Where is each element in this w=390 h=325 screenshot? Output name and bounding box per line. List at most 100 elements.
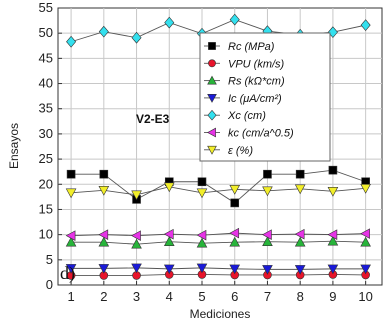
y-tick-label: 25 — [39, 151, 53, 166]
panel-label: d) — [60, 263, 75, 284]
data-point — [98, 236, 110, 247]
data-point — [163, 264, 175, 275]
data-point — [229, 227, 240, 239]
data-point — [327, 264, 339, 275]
y-tick-label: 55 — [39, 0, 53, 15]
data-point — [328, 165, 338, 175]
y-tick-label: 35 — [39, 101, 53, 116]
x-tick-label: 10 — [358, 289, 372, 304]
series-3 — [65, 263, 371, 275]
data-point — [163, 228, 174, 240]
data-point — [262, 265, 273, 275]
x-tick-label: 2 — [100, 289, 107, 304]
y-tick-label: 30 — [39, 126, 53, 141]
data-point — [131, 31, 142, 44]
data-point — [294, 236, 306, 247]
series-1 — [66, 270, 370, 280]
data-point — [229, 13, 240, 26]
data-point — [131, 263, 142, 274]
data-point — [295, 169, 305, 179]
x-tick-label: 3 — [133, 289, 140, 304]
series-line — [71, 273, 366, 276]
data-point — [98, 229, 109, 240]
series-line — [71, 186, 366, 196]
y-tick-label: 45 — [39, 50, 53, 65]
data-point — [360, 19, 371, 31]
data-point — [131, 230, 141, 241]
data-point — [197, 177, 207, 187]
legend-marker — [207, 94, 217, 103]
data-point — [65, 188, 77, 199]
y-axis: 0 5 10 15 20 25 30 35 40 45 50 55 — [39, 0, 62, 292]
data-point — [163, 236, 175, 246]
x-tick-label: 7 — [264, 289, 271, 304]
data-point — [230, 198, 240, 208]
y-tick-label: 50 — [39, 25, 53, 40]
data-point — [327, 229, 338, 240]
data-point — [262, 236, 273, 246]
y-tick-label: 0 — [46, 277, 53, 292]
legend-marker — [208, 42, 216, 50]
data-point — [294, 184, 306, 195]
y-tick-label: 10 — [39, 227, 53, 242]
data-point — [229, 264, 241, 275]
data-point — [164, 16, 175, 29]
series-line — [71, 240, 366, 245]
x-tick-label: 1 — [67, 289, 74, 304]
legend-entry: VPU (km/s) — [228, 58, 285, 70]
data-point — [229, 236, 241, 247]
legend-entry: Ic (μA/cm²) — [228, 93, 282, 105]
data-point — [65, 236, 77, 247]
data-point — [99, 169, 109, 179]
y-tick-label: 20 — [39, 176, 53, 191]
y-tick-label: 15 — [39, 201, 53, 216]
data-point — [327, 187, 339, 197]
legend-box — [199, 32, 331, 162]
data-point — [196, 263, 208, 274]
data-point — [263, 169, 272, 179]
series-2 — [65, 235, 371, 249]
x-tick-label: 6 — [231, 289, 238, 304]
x-axis-label: Mediciones — [190, 307, 251, 321]
series-line — [71, 169, 366, 204]
x-tick-label: 4 — [166, 289, 173, 304]
legend-marker — [207, 145, 217, 155]
series-line — [71, 232, 366, 237]
legend-marker — [207, 75, 217, 85]
data-point — [98, 264, 110, 274]
data-point — [98, 25, 109, 38]
legend-marker — [208, 59, 216, 68]
data-point — [360, 264, 371, 275]
data-point — [229, 185, 241, 195]
x-tick-label: 9 — [329, 289, 336, 304]
legend-entry: Rc (MPa) — [228, 41, 275, 53]
data-point — [196, 188, 208, 199]
x-tick-label: 8 — [297, 289, 304, 304]
x-axis: 1 2 3 4 5 6 7 8 9 10 — [67, 281, 373, 304]
y-tick-label: 5 — [46, 252, 53, 267]
data-point — [294, 228, 305, 240]
data-point — [262, 186, 273, 197]
data-point — [327, 26, 338, 39]
data-point — [66, 35, 77, 48]
x-tick-label: 5 — [198, 289, 205, 304]
data-point — [65, 264, 77, 274]
data-point — [327, 235, 339, 246]
y-tick-label: 40 — [39, 76, 53, 91]
legend-entry: Xc (cm) — [227, 110, 266, 122]
data-point — [360, 228, 370, 239]
legend-entry: ε (%) — [228, 145, 253, 157]
data-point — [360, 236, 371, 247]
legend: Rc (MPa) VPU (km/s) Rs (kΩ*cm) Ic (μA/cm²) X… — [199, 32, 331, 162]
legend-entry: kc (cm/a^0.5) — [228, 128, 294, 140]
data-point — [131, 238, 142, 249]
data-point — [294, 265, 306, 275]
legend-marker — [207, 127, 216, 138]
data-point — [163, 182, 175, 193]
series-5 — [65, 227, 370, 241]
data-point — [196, 229, 207, 241]
series-0 — [66, 165, 370, 208]
data-point — [98, 186, 110, 196]
data-point — [262, 229, 272, 240]
